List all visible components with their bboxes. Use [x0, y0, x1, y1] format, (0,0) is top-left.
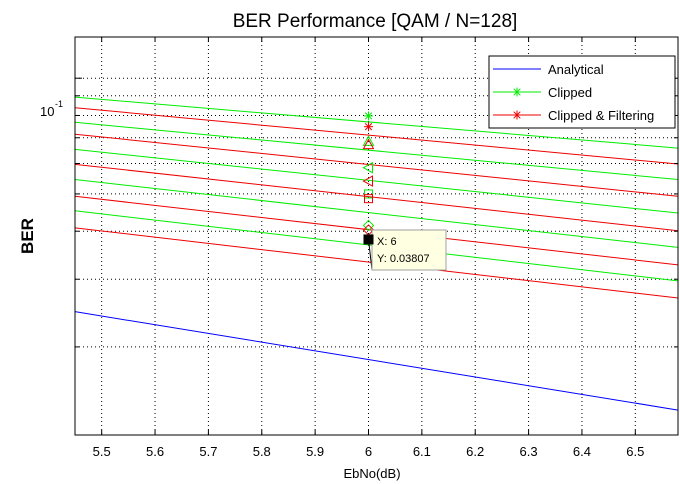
data-tip-box [371, 229, 447, 271]
marker-triangle-up-3 [362, 138, 375, 150]
marker-star-0-d2 [364, 112, 373, 120]
grid [75, 37, 678, 435]
marker-star-1-d2 [364, 123, 373, 131]
x-tick-label: 5.8 [253, 444, 271, 459]
y-tick-exponent: -1 [55, 99, 63, 109]
x-tick-label: 5.9 [306, 444, 324, 459]
x-tick-label: 6.5 [626, 444, 644, 459]
legend-entry-analytical: Analytical [493, 62, 604, 77]
series-line-3 [74, 121, 679, 181]
data-tip[interactable]: X: 6 Y: 0.03807 [363, 229, 447, 271]
series-line-7 [74, 179, 679, 248]
x-tick-label: 5.7 [199, 444, 217, 459]
series-line-0 [74, 311, 679, 411]
x-tick-label: 5.5 [93, 444, 111, 459]
data-markers [362, 111, 375, 236]
legend-star-clipped-d2 [513, 88, 521, 96]
legend-entry-clipped: Clipped [493, 85, 592, 100]
x-tick-label: 6 [365, 444, 372, 459]
data-tip-point[interactable] [363, 234, 374, 245]
series-line-4 [74, 133, 679, 197]
legend-label-analytical: Analytical [548, 62, 604, 77]
data-tip-connector [367, 239, 373, 271]
data-tip-x: X: 6 [377, 236, 397, 248]
series-line-2 [74, 107, 679, 165]
x-tick-label: 6.4 [573, 444, 591, 459]
legend-label-clipped-filtering: Clipped & Filtering [548, 108, 654, 123]
marker-triangle-left-5 [362, 175, 373, 187]
legend-star-clipped-filtering-d2 [513, 111, 521, 119]
x-axis-label: EbNo(dB) [343, 466, 400, 481]
marker-triangle-left-4 [362, 161, 373, 174]
x-tick-label: 5.6 [146, 444, 164, 459]
legend-entry-clipped-filtering: Clipped & Filtering [493, 108, 654, 123]
legend-marker-clipped-filtering [512, 110, 522, 120]
legend-label-clipped: Clipped [548, 85, 592, 100]
legend-marker-clipped [512, 87, 522, 97]
y-axis-label: BER [18, 218, 37, 254]
y-tick-base: 10 [40, 104, 54, 119]
x-tick-label: 6.2 [466, 444, 484, 459]
series-line-6 [74, 163, 679, 232]
series-line-5 [74, 148, 679, 214]
marker-star-1 [363, 122, 373, 132]
plot-frame [74, 36, 679, 436]
y-tick-label-0.1: 10 -1 [40, 99, 63, 119]
data-tip-y: Y: 0.03807 [377, 253, 430, 265]
x-axis-ticks: 5.5 5.6 5.7 5.8 5.9 6 6.1 6.2 6.3 6.4 6.5 [93, 37, 644, 459]
series-line-1 [74, 96, 679, 149]
x-tick-label: 6.3 [520, 444, 538, 459]
y-axis-ticks [75, 77, 678, 348]
chart-title: BER Performance [QAM / N=128] [233, 11, 518, 32]
marker-star-0 [363, 111, 373, 121]
marker-triangle-up-2 [362, 135, 375, 146]
marker-square-6 [363, 189, 373, 199]
legend: Analytical Clipped Clipped & Filtering [488, 55, 676, 129]
marker-square-7 [363, 194, 373, 204]
x-tick-label: 6.1 [413, 444, 431, 459]
marker-diamond-8 [362, 219, 375, 232]
